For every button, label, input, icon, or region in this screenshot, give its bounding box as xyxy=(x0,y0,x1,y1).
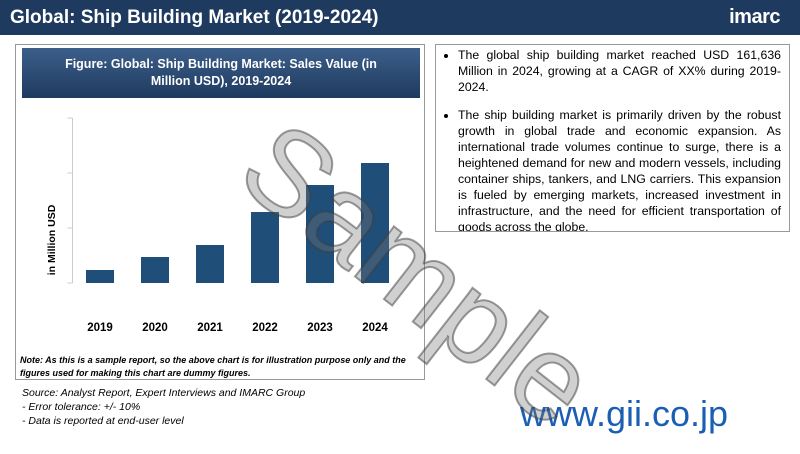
bullet-list: The global ship building market reached … xyxy=(440,48,781,231)
x-tick-label: 2021 xyxy=(197,322,223,334)
chart-note: Note: As this is a sample report, so the… xyxy=(20,355,406,378)
source-line: - Error tolerance: +/- 10% xyxy=(22,401,141,414)
y-axis-label: in Million USD xyxy=(46,204,58,275)
chart-panel xyxy=(15,44,425,380)
source-line: - Data is reported at end-user level xyxy=(22,415,184,428)
bar xyxy=(361,163,389,283)
x-tick-label: 2022 xyxy=(252,322,278,334)
bullet: The global ship building market reached … xyxy=(458,48,781,96)
bar xyxy=(196,245,224,283)
footer-url: www.gii.co.jp xyxy=(520,393,729,434)
x-tick-label: 2023 xyxy=(307,322,333,334)
bar xyxy=(306,185,334,283)
page-title: Global: Ship Building Market (2019-2024) xyxy=(10,7,379,28)
bar xyxy=(251,212,279,283)
source-line: Source: Analyst Report, Expert Interview… xyxy=(22,387,306,399)
bullet: The ship building market is primarily dr… xyxy=(458,108,781,231)
x-tick-label: 2024 xyxy=(362,322,388,334)
header-bar xyxy=(0,0,800,35)
text-panel: The global ship building market reached … xyxy=(435,44,790,232)
x-tick-label: 2020 xyxy=(142,322,168,334)
x-tick-label: 2019 xyxy=(87,322,113,334)
bar xyxy=(86,270,114,283)
bar xyxy=(141,257,169,283)
chart-title: Figure: Global: Ship Building Market: Sa… xyxy=(22,48,420,98)
logo: imarc xyxy=(729,6,780,28)
chart: in Million USD 2019 2020 2021 2022 2023 2024 xyxy=(46,117,389,334)
sources: Source: Analyst Report, Expert Interview… xyxy=(22,386,305,429)
